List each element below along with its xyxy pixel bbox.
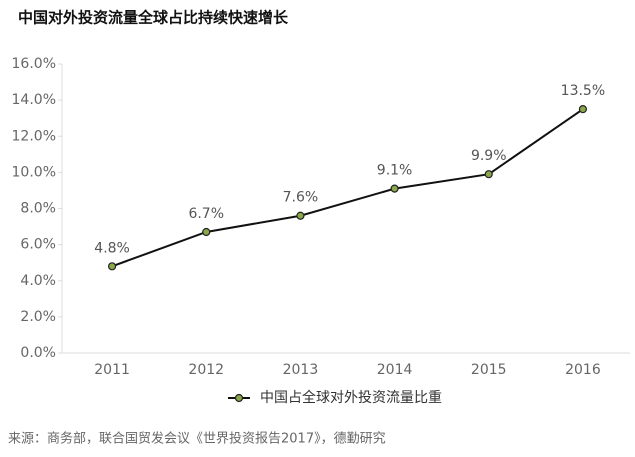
y-tick-label: 14.0% — [12, 92, 56, 108]
point — [578, 105, 588, 114]
y-tick-label: 4.0% — [20, 273, 56, 289]
point — [484, 170, 493, 179]
point — [296, 211, 305, 220]
x-tick-label: 2014 — [377, 362, 413, 378]
data-label: 7.6% — [283, 190, 319, 206]
point — [390, 184, 399, 193]
chart-title: 中国对外投资流量全球占比持续快速增长 — [18, 9, 289, 27]
y-tick-label: 8.0% — [20, 201, 56, 217]
y-tick-label: 0.0% — [20, 345, 56, 361]
y-tick-label: 2.0% — [20, 309, 56, 325]
data-label: 13.5% — [561, 83, 605, 99]
y-tick-label: 16.0% — [12, 56, 56, 72]
x-tick-label: 2013 — [283, 362, 319, 378]
source-note: 来源：商务部，联合国贸发会议《世界投资报告2017》，德勤研究 — [8, 431, 386, 447]
data-label: 6.7% — [188, 206, 224, 222]
data-label: 9.9% — [471, 148, 507, 164]
data-label: 9.1% — [377, 163, 413, 179]
point — [202, 227, 211, 237]
y-tick-label: 6.0% — [20, 237, 56, 253]
y-tick-label: 12.0% — [12, 128, 56, 144]
legend-label: 中国占全球对外投资流量比重 — [260, 389, 442, 406]
point — [107, 262, 117, 271]
x-tick-label: 2015 — [471, 362, 507, 378]
data-label: 4.8% — [94, 240, 130, 256]
legend-marker — [234, 393, 244, 403]
line — [111, 108, 584, 268]
x-tick-label: 2016 — [565, 362, 601, 378]
x-tick-label: 2011 — [94, 362, 130, 378]
x-tick-label: 2012 — [188, 362, 224, 378]
y-tick-label: 10.0% — [12, 164, 56, 180]
